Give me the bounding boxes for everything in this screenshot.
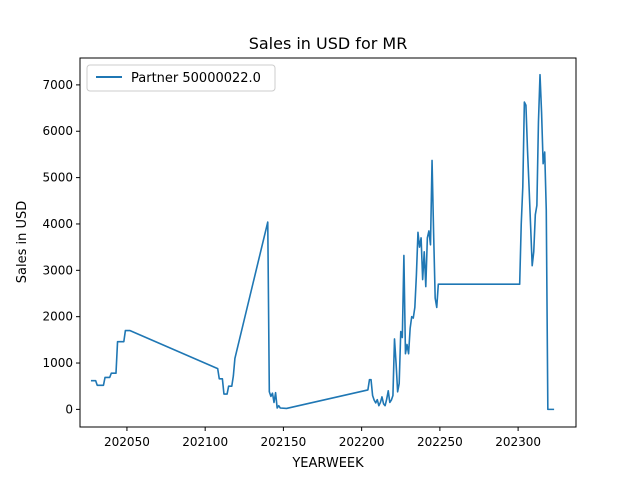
x-tick-label: 202300 (495, 435, 541, 449)
x-tick-label: 202050 (104, 435, 150, 449)
x-tick-label: 202200 (339, 435, 385, 449)
legend: Partner 50000022.0 (86, 64, 276, 92)
y-tick-label: 6000 (42, 124, 73, 138)
x-axis-label: YEARWEEK (291, 456, 364, 471)
y-axis-label: Sales in USD (15, 201, 30, 284)
y-tick-label: 2000 (42, 310, 73, 324)
y-tick-label: 7000 (42, 78, 73, 92)
y-tick-label: 1000 (42, 356, 73, 370)
series-line-0 (90, 73, 555, 411)
series-layer (90, 73, 555, 411)
legend-box (86, 64, 276, 92)
chart-title: Sales in USD for MR (249, 34, 408, 53)
legend-entry-label: Partner 50000022.0 (131, 71, 261, 86)
x-tick-label: 202100 (182, 435, 228, 449)
y-tick-label: 3000 (42, 263, 73, 277)
plot-area (79, 57, 577, 428)
x-tick-label: 202250 (417, 435, 463, 449)
y-tick-label: 4000 (42, 217, 73, 231)
x-axis-ticks: 202050 202100 202150 202200 202250 202300 (104, 427, 541, 449)
y-tick-label: 5000 (42, 171, 73, 185)
x-tick-label: 202150 (261, 435, 307, 449)
y-axis-ticks: 0 1000 2000 3000 4000 5000 6000 7000 (42, 78, 80, 416)
y-tick-label: 0 (65, 402, 73, 416)
